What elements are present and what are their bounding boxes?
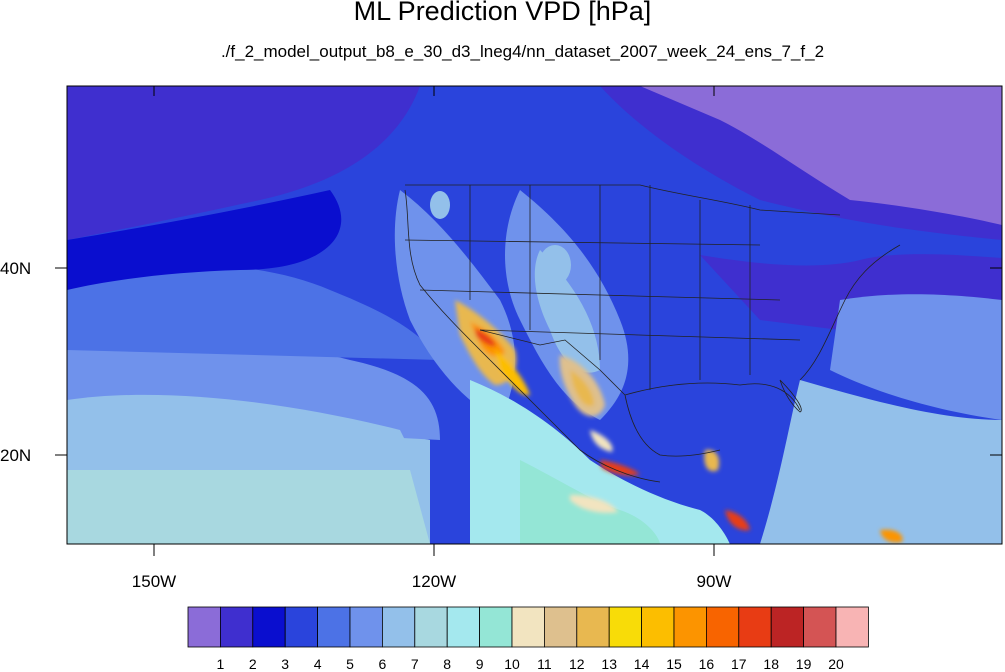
boundaries	[404, 184, 901, 483]
colorbar-label: 12	[569, 656, 585, 672]
colorbar-swatch	[511, 606, 545, 648]
ocean-lower-band	[67, 394, 420, 470]
colorbar-label: 17	[731, 656, 747, 672]
colorbar-swatch	[673, 606, 707, 648]
axis-ticks	[55, 86, 1002, 556]
colorbar-swatch	[284, 606, 319, 648]
us-west-coast	[404, 189, 491, 361]
colorbar-swatch	[803, 606, 837, 648]
gulf-coast	[624, 382, 801, 411]
state-grid-1	[469, 185, 751, 390]
map-field	[67, 86, 1002, 544]
colorbar-swatch	[381, 606, 416, 648]
central-am-tan	[704, 449, 720, 472]
lat-label-40n: 40N	[0, 259, 31, 278]
colorbar-swatch	[446, 606, 481, 648]
us-mexico-border	[479, 329, 626, 396]
north-deep-west	[67, 86, 420, 240]
mexico-west-coast	[489, 359, 661, 483]
colorbar-swatch	[187, 606, 221, 648]
colorbar-swatch	[738, 606, 772, 648]
lon-label-90w: 90W	[697, 572, 732, 591]
colorbar-label: 16	[699, 656, 715, 672]
lon-label-150w: 150W	[132, 572, 176, 591]
sw-red	[475, 328, 496, 347]
colorbar-label: 2	[249, 656, 257, 672]
colorbar-label: 20	[828, 656, 844, 672]
ocean-mid-band	[67, 264, 440, 360]
colorbar-label: 7	[411, 656, 419, 672]
east-coast	[799, 244, 901, 381]
south-mexico-red	[600, 460, 640, 476]
colorbar-label: 8	[443, 656, 451, 672]
colorbar-swatch	[219, 606, 254, 648]
north-navy	[67, 190, 342, 290]
colorbar-swatch	[349, 606, 383, 648]
colorbar-swatch	[576, 606, 610, 648]
state-grid-2	[404, 239, 801, 341]
hot-regions	[455, 300, 903, 543]
east-band	[700, 254, 1002, 330]
colorbar-label: 3	[281, 656, 289, 672]
colorbar-label: 19	[796, 656, 812, 672]
map-frame	[66, 85, 1003, 545]
sa-coast-orange	[880, 529, 903, 543]
lat-label-20n: 20N	[0, 446, 31, 465]
colorbar-swatch	[479, 606, 513, 648]
ocean-lightest	[67, 470, 430, 544]
colorbar-swatch	[317, 606, 351, 648]
colorbar-swatch	[414, 606, 448, 648]
colorbar-label: 4	[314, 656, 322, 672]
mexico-gold	[570, 370, 595, 407]
colorbar-swatch	[641, 606, 675, 648]
colorbar-swatch	[770, 606, 805, 648]
colorbar-label: 13	[601, 656, 617, 672]
nw-pale-spot	[430, 191, 450, 219]
florida	[779, 379, 802, 413]
baja-orange	[495, 350, 530, 396]
colorbar-swatch	[544, 606, 578, 648]
lon-label-120w: 120W	[412, 572, 456, 591]
atlantic-light	[830, 294, 1002, 420]
canada-purple	[640, 86, 1002, 225]
utah-pale-spot	[539, 245, 571, 285]
subtitle: ./f_2_model_output_b8_e_30_d3_lneg4/nn_d…	[220, 42, 825, 61]
colorbar-swatch	[706, 606, 740, 648]
colorbar-label: 6	[379, 656, 387, 672]
colorbar-label: 15	[666, 656, 682, 672]
colorbar: 1 2 3 4 5 6 7 8 9 10 11 12 13 14 15 16 17 18 19 20	[187, 606, 869, 672]
colorbar-label: 9	[476, 656, 484, 672]
colorbar-label: 18	[763, 656, 779, 672]
colorbar-swatch	[608, 606, 643, 648]
colorbar-swatch	[835, 606, 869, 648]
colorbar-label: 1	[217, 656, 225, 672]
central-am-red	[725, 510, 750, 531]
colorbar-label: 11	[537, 656, 552, 672]
us-canada-border	[405, 184, 841, 216]
colorbar-label: 5	[346, 656, 354, 672]
mexico-gulf	[624, 394, 721, 457]
colorbar-swatch	[252, 606, 286, 648]
mexico-beige	[590, 430, 613, 452]
south-mexico-beige	[570, 495, 618, 513]
colorbar-label: 10	[504, 656, 520, 672]
page-title: ML Prediction VPD [hPa]	[353, 0, 652, 26]
colorbar-label: 14	[634, 656, 650, 672]
atlantic-pale	[760, 380, 1002, 544]
